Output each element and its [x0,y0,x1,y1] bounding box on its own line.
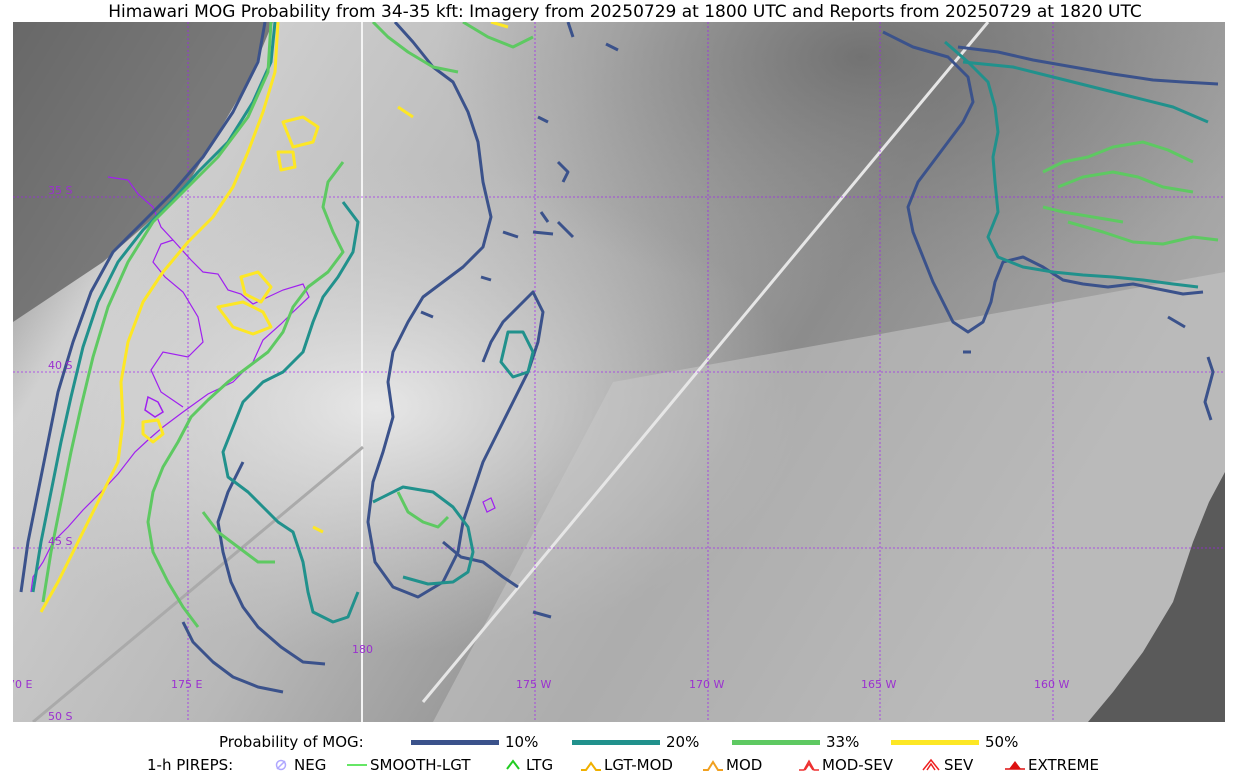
legend-label: 33% [826,733,860,751]
legend-label: 50% [985,733,1019,751]
no-data-region [1088,472,1225,722]
legend-item-50: 50% [891,733,1018,751]
lat-label: 50 S [48,710,72,722]
legend-label: 20% [666,733,700,751]
legend-label: MOD-SEV [822,756,893,774]
lower-right-lighter [433,272,1225,722]
coastline [150,239,204,408]
extreme-icon [1005,761,1025,770]
contour-20-percent [31,22,1209,624]
lon-label: 165 W [861,678,896,691]
pirep-item-smooth-lgt: SMOOTH-LGT [346,756,471,774]
latitude-labels: 35 S 40 S 45 S 50 S [48,184,72,722]
swath-diagonal-line [421,22,990,703]
pirep-legend-title: 1-h PIREPS: [147,756,233,774]
satellite-map: 35 S 40 S 45 S 50 S 170 E 175 E 180 175 … [13,22,1225,722]
lon-label: 160 W [1034,678,1069,691]
lat-label: 40 S [48,359,72,372]
pirep-legend-label: 1-h PIREPS: [147,756,234,774]
coastline [482,497,496,513]
lon-label: 170 W [689,678,724,691]
mod-sev-icon [799,759,819,771]
contour-50-percent [39,22,509,613]
legend-label: MOD [726,756,763,774]
mod-icon [703,760,723,771]
sev-icon [922,758,940,771]
legend-label: 10% [505,733,539,751]
map-title: Himawari MOG Probability from 34-35 kft:… [108,2,1142,22]
pirep-item-ltg: LTG [502,756,553,774]
lat-label: 35 S [48,184,72,197]
pirep-item-lgt-mod: LGT-MOD [580,756,673,774]
legend-label: EXTREME [1028,756,1099,774]
legend-label: LGT-MOD [604,756,673,774]
ltg-icon [506,759,520,770]
longitude-labels: 170 E 175 E 180 175 W 170 W 165 W 160 W [13,643,1069,691]
legend-label: SEV [944,756,974,774]
lgt-mod-icon [581,761,601,771]
legend-item-10: 10% [411,733,538,751]
pirep-item-neg: NEG [270,756,326,774]
legend-item-20: 20% [572,733,699,751]
contour-10-percent [19,22,1219,694]
legend-label: LTG [526,756,554,774]
line-swatch-50 [891,739,979,745]
graticule [13,22,1225,722]
lon-label: 180 [352,643,373,656]
pirep-item-mod: MOD [702,756,762,774]
pirep-item-mod-sev: MOD-SEV [798,756,893,774]
pirep-item-sev: SEV [920,756,973,774]
smooth-lgt-icon [347,764,367,766]
neg-icon [275,759,287,771]
dark-upper-left [13,22,273,322]
legend-item-33: 33% [732,733,859,751]
lon-label: 175 E [171,678,202,691]
legend-label: SMOOTH-LGT [370,756,471,774]
line-swatch-20 [572,739,660,745]
contour-33-percent [41,22,1219,628]
lon-label: 170 E [13,678,32,691]
lat-label: 45 S [48,535,72,548]
lon-label: 175 W [516,678,551,691]
legend-label: NEG [294,756,327,774]
probability-legend-title: Probability of MOG: [219,733,364,751]
swath-diagonal-line-left [32,445,364,722]
coastline [144,395,164,418]
line-swatch-10 [411,739,499,745]
probability-legend-label: Probability of MOG: [219,733,364,751]
pirep-item-extreme: EXTREME [1004,756,1099,774]
line-swatch-33 [732,739,820,745]
